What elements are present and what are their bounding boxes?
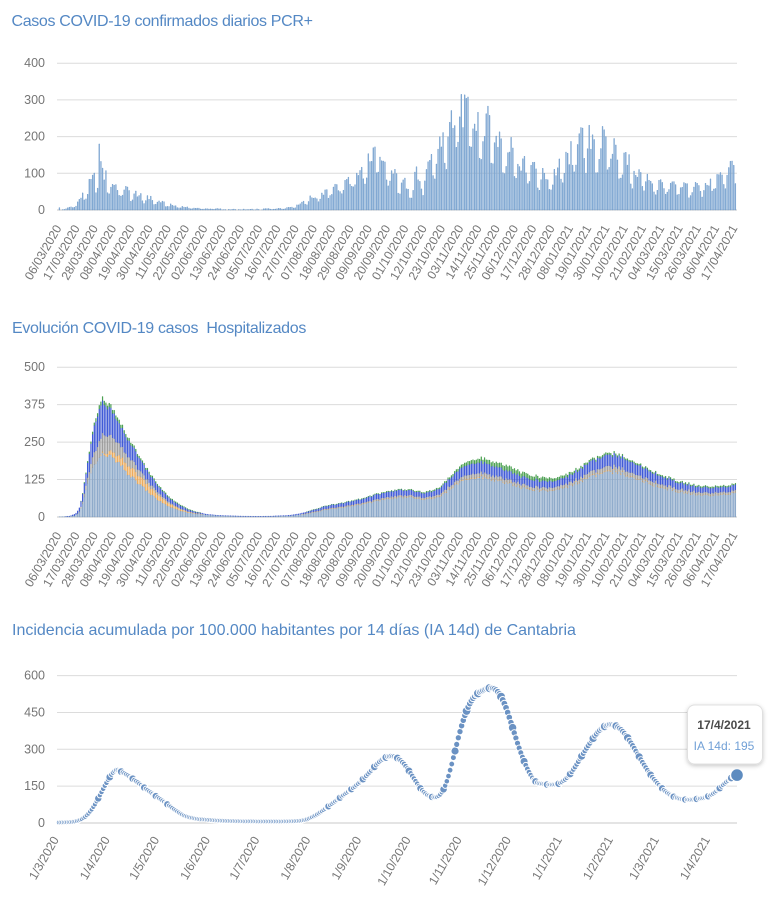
svg-text:Casos COVID-19 confirmados dia: Casos COVID-19 confirmados diarios PCR+: [12, 13, 313, 30]
svg-text:300: 300: [24, 742, 45, 756]
svg-text:150: 150: [24, 779, 45, 793]
svg-text:17/4/2021: 17/4/2021: [697, 718, 751, 732]
svg-text:450: 450: [24, 705, 45, 719]
svg-text:400: 400: [24, 56, 45, 70]
svg-text:0: 0: [38, 816, 45, 830]
svg-text:500: 500: [24, 360, 45, 374]
svg-text:250: 250: [24, 435, 45, 449]
svg-text:200: 200: [24, 130, 45, 144]
svg-text:375: 375: [24, 398, 45, 412]
svg-text:600: 600: [24, 669, 45, 683]
svg-text:Incidencia acumulada por 100.0: Incidencia acumulada por 100.000 habitan…: [12, 622, 576, 639]
svg-text:IA 14d: 195: IA 14d: 195: [694, 739, 755, 753]
svg-text:0: 0: [38, 510, 45, 524]
svg-text:300: 300: [24, 93, 45, 107]
svg-text:100: 100: [24, 166, 45, 180]
svg-text:125: 125: [24, 473, 45, 487]
svg-text:Evolución COVID-19 casos Hosp: Evolución COVID-19 casos Hospitalizados: [12, 320, 306, 337]
svg-text:0: 0: [38, 203, 45, 217]
